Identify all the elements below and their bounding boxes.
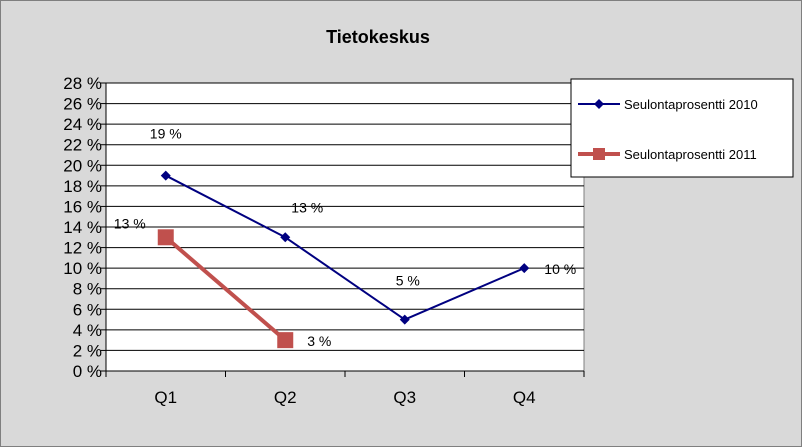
legend: Seulontaprosentti 2010 Seulontaprosentti … [570, 78, 794, 178]
chart-title: Tietokeskus [326, 27, 430, 47]
data-point [399, 314, 410, 325]
y-tick-label: 6 % [73, 300, 102, 319]
y-tick-label: 4 % [73, 321, 102, 340]
data-label: 13 % [291, 199, 323, 215]
legend-marker [594, 99, 604, 109]
data-point [280, 232, 291, 243]
legend-label: Seulontaprosentti 2010 [624, 97, 758, 112]
y-tick-label: 24 % [63, 115, 102, 134]
axes: 0 %2 %4 %6 %8 %10 %12 %14 %16 %18 %20 %2… [63, 74, 585, 407]
y-tick-label: 22 % [63, 136, 102, 155]
series-line-1 [165, 174, 525, 321]
series-layer [157, 170, 530, 349]
y-tick-label: 0 % [73, 362, 102, 381]
x-tick-label: Q1 [154, 388, 177, 407]
x-tick-label: Q2 [274, 388, 297, 407]
data-point [157, 229, 174, 246]
x-tick-label: Q3 [393, 388, 416, 407]
y-tick-label: 16 % [63, 197, 102, 216]
data-labels: 19 % 13 % 5 % 10 % 13 % 3 % [114, 126, 576, 350]
series-line-2 [164, 235, 287, 342]
y-tick-label: 28 % [63, 74, 102, 93]
y-tick-label: 10 % [63, 259, 102, 278]
y-tick-label: 12 % [63, 239, 102, 258]
data-point [277, 332, 294, 349]
x-tick-label: Q4 [513, 388, 536, 407]
data-label: 19 % [150, 126, 182, 142]
legend-marker [593, 148, 605, 160]
data-point [160, 170, 171, 181]
y-tick-label: 8 % [73, 280, 102, 299]
y-tick-label: 2 % [73, 341, 102, 360]
data-label: 3 % [307, 333, 331, 349]
data-label: 13 % [114, 215, 146, 231]
y-tick-label: 18 % [63, 177, 102, 196]
legend-box [570, 78, 794, 178]
legend-label: Seulontaprosentti 2011 [624, 147, 757, 162]
y-tick-label: 20 % [63, 156, 102, 175]
data-point [519, 263, 530, 274]
data-label: 10 % [544, 261, 576, 277]
data-label: 5 % [396, 273, 420, 289]
y-tick-label: 26 % [63, 95, 102, 114]
y-tick-label: 14 % [63, 218, 102, 237]
